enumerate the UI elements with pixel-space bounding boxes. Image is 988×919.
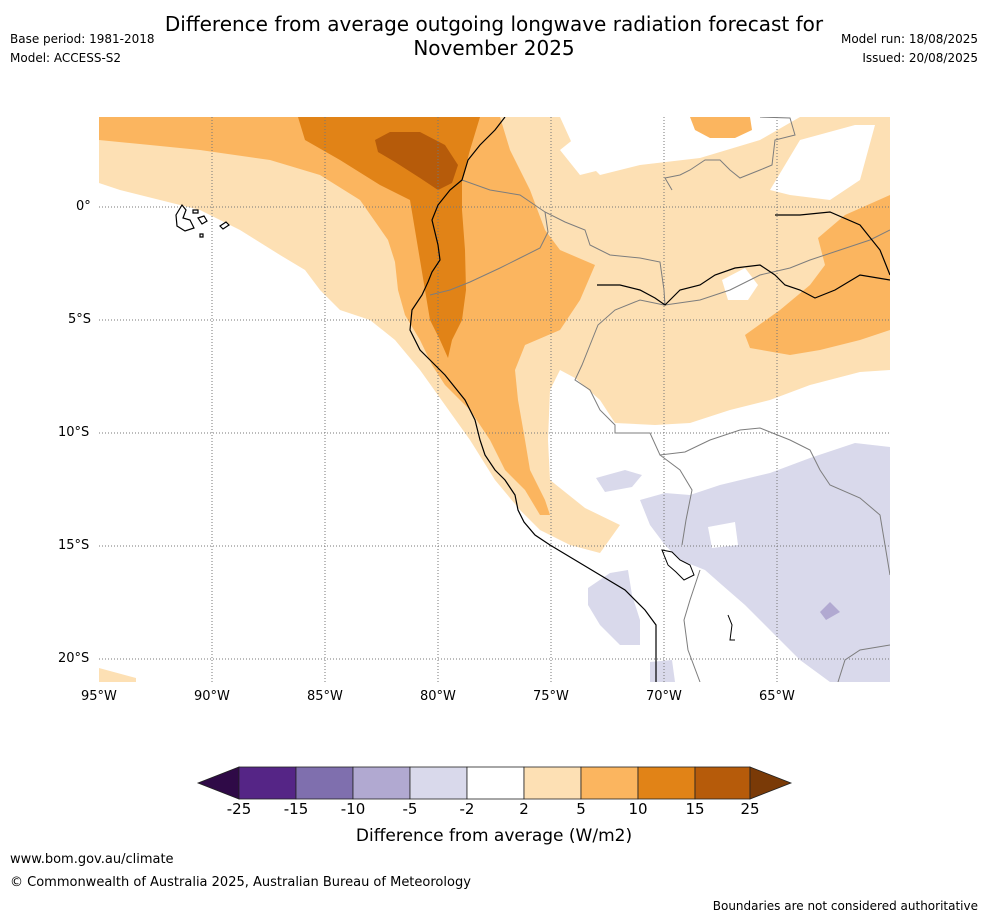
anomaly-region-5-10 [99, 117, 595, 515]
issued-text: Issued: 20/08/2025 [862, 51, 978, 65]
graticule [99, 117, 890, 682]
anomaly-gap-north [560, 118, 660, 175]
colorbar-tick-9: 15 [685, 800, 705, 818]
anomaly-region-15-25 [375, 132, 458, 190]
anomaly-region-neg2-5 [640, 443, 890, 682]
colorbar-max-arrow [749, 766, 793, 800]
country-borders [429, 117, 890, 682]
lon-label-80w: 80°W [420, 689, 456, 704]
colorbar-segment-1 [238, 766, 297, 800]
colorbar-segment-3 [352, 766, 411, 800]
colorbar-tick-4: -5 [402, 800, 418, 818]
anomaly-gap-south [708, 522, 738, 548]
lon-label-65w: 65°W [759, 689, 795, 704]
colorbar-segment-5 [466, 766, 525, 800]
map-layers [99, 117, 890, 682]
map-title: Difference from average outgoing longwav… [0, 12, 988, 60]
anomaly-region-2-5-corner [99, 668, 136, 682]
title-line-1: Difference from average outgoing longwav… [164, 12, 824, 36]
anomaly-region-5-10-ne [690, 117, 752, 138]
anomaly-region-neg5-10 [820, 602, 840, 620]
lat-label-5s: 5°S [68, 312, 92, 327]
copyright-text: © Commonwealth of Australia 2025, Austra… [10, 875, 471, 890]
model-run-text: Model run: 18/08/2025 [840, 32, 978, 46]
disclaimer-text: Boundaries are not considered authoritat… [712, 899, 978, 913]
colorbar-label: Difference from average (W/m2) [355, 826, 633, 846]
galapagos-islands [175, 203, 230, 238]
lon-label-75w: 75°W [533, 689, 569, 704]
anomaly-gap-lake [722, 268, 758, 300]
colorbar-segment-8 [637, 766, 696, 800]
anomaly-region-neg2-5-b [596, 470, 642, 492]
model-text: Model: ACCESS-S2 [10, 51, 122, 65]
lat-label-10s: 10°S [58, 425, 90, 440]
colorbar-segment-6 [523, 766, 582, 800]
lake-titicaca [661, 549, 735, 641]
website-link[interactable]: www.bom.gov.au/climate [10, 852, 174, 867]
coastline [409, 117, 890, 682]
colorbar-tick-5: -2 [459, 800, 475, 818]
lat-label-20s: 20°S [58, 651, 90, 666]
colorbar-segment-4 [409, 766, 468, 800]
colorbar-tick-6: 2 [519, 800, 529, 818]
colorbar-segment-9 [694, 766, 751, 800]
colorbar-tick-10: 25 [740, 800, 760, 818]
anomaly-gap-ne [770, 125, 875, 200]
colorbar-tick-8: 10 [628, 800, 648, 818]
lat-label-0: 0° [76, 199, 91, 214]
title-line-2: November 2025 [413, 36, 575, 60]
base-period-text: Base period: 1981-2018 [10, 32, 155, 46]
colorbar-tick-3: -10 [340, 800, 366, 818]
colorbar-tick-1: -25 [226, 800, 252, 818]
colorbar-tick-7: 5 [576, 800, 586, 818]
lon-label-85w: 85°W [307, 689, 343, 704]
colorbar-segment-2 [295, 766, 354, 800]
colorbar-segment-7 [580, 766, 639, 800]
lon-label-70w: 70°W [646, 689, 682, 704]
lon-label-90w: 90°W [194, 689, 230, 704]
anomaly-region-neg2-5-c [588, 570, 640, 645]
colorbar-tick-2: -15 [283, 800, 309, 818]
anomaly-region-5-10-east [745, 195, 890, 355]
lat-label-15s: 15°S [58, 538, 90, 553]
colorbar-min-arrow [196, 766, 240, 800]
lon-label-95w: 95°W [81, 689, 117, 704]
